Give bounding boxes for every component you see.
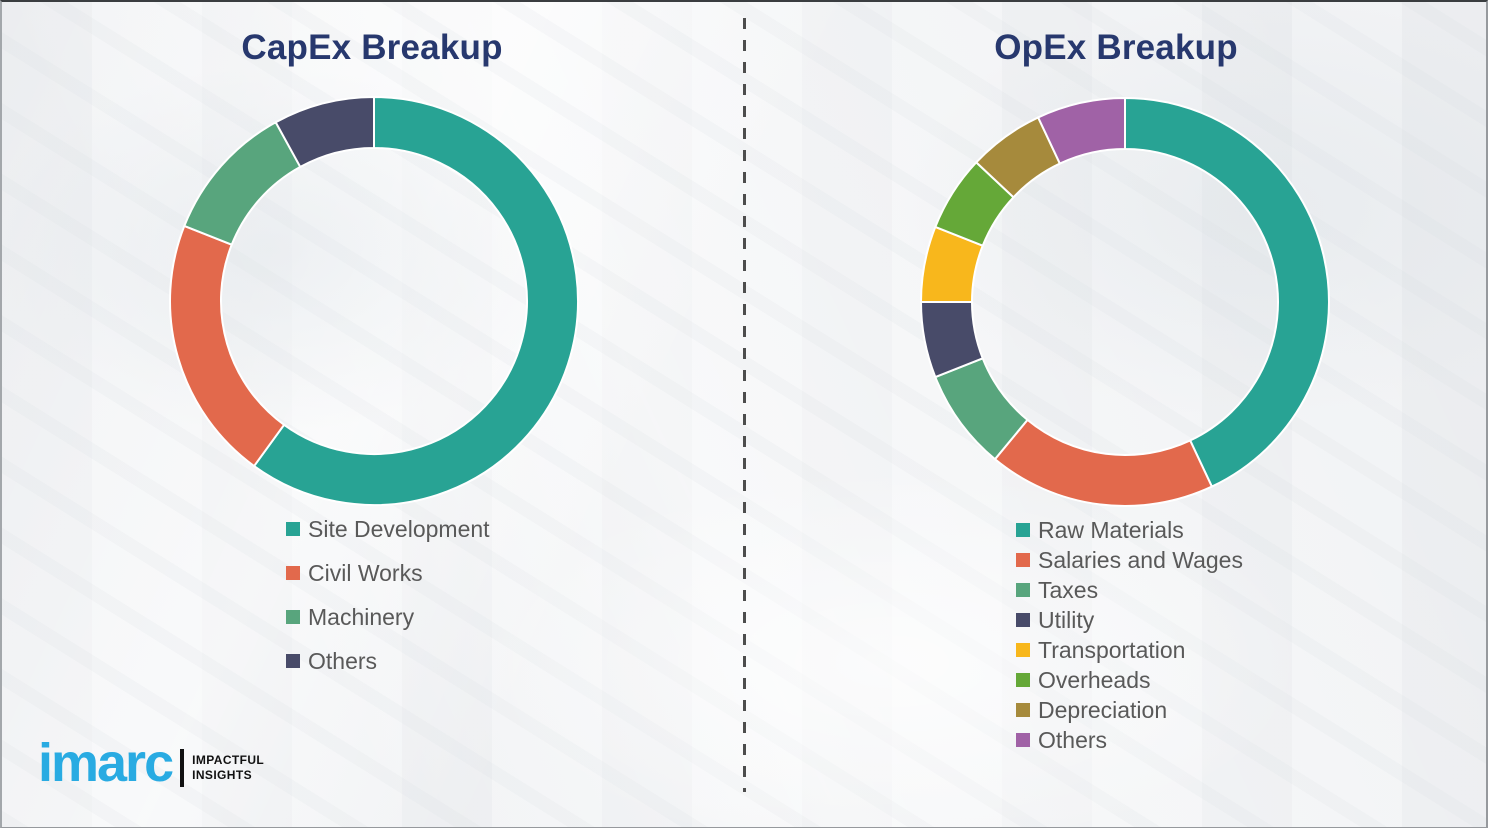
logo-divider xyxy=(180,749,185,787)
capex-donut-chart xyxy=(169,96,579,506)
legend-item-depreciation: Depreciation xyxy=(1016,695,1243,725)
legend-item-salaries-and-wages: Salaries and Wages xyxy=(1016,545,1243,575)
legend-label: Transportation xyxy=(1038,636,1186,663)
legend-label: Depreciation xyxy=(1038,696,1168,723)
legend-label: Machinery xyxy=(308,603,415,630)
legend-item-taxes: Taxes xyxy=(1016,575,1243,605)
capex-legend: Site Development Civil Works Machinery Othe… xyxy=(286,507,490,683)
legend-label: Utility xyxy=(1038,606,1095,633)
legend-swatch-icon xyxy=(286,522,300,536)
logo-tagline: IMPACTFUL INSIGHTS xyxy=(192,753,264,783)
legend-label: Taxes xyxy=(1038,576,1099,603)
imarc-logo-wordmark: imarc xyxy=(38,733,174,793)
donut-segment-site-development xyxy=(253,96,579,506)
panel-divider-dashed-line xyxy=(743,18,746,792)
legend-item-machinery: Machinery xyxy=(286,595,490,639)
opex-chart-title: OpEx Breakup xyxy=(994,28,1238,67)
legend-item-others: Others xyxy=(1016,725,1243,755)
legend-item-raw-materials: Raw Materials xyxy=(1016,515,1243,545)
legend-item-utility: Utility xyxy=(1016,605,1243,635)
legend-label: Civil Works xyxy=(308,559,423,586)
opex-legend: Raw Materials Salaries and Wages Taxes Util… xyxy=(1016,515,1243,755)
legend-label: Site Development xyxy=(308,515,490,542)
legend-swatch-icon xyxy=(286,654,300,668)
legend-label: Others xyxy=(308,647,378,674)
legend-swatch-icon xyxy=(1016,583,1030,597)
legend-label: Raw Materials xyxy=(1038,516,1184,543)
legend-label: Salaries and Wages xyxy=(1038,546,1243,573)
donut-segment-raw-materials xyxy=(1124,97,1330,488)
logo-tagline-line2: INSIGHTS xyxy=(192,768,252,782)
opex-donut-chart xyxy=(920,97,1330,507)
legend-swatch-icon xyxy=(1016,613,1030,627)
legend-item-transportation: Transportation xyxy=(1016,635,1243,665)
legend-item-site-development: Site Development xyxy=(286,507,490,551)
legend-swatch-icon xyxy=(1016,523,1030,537)
legend-swatch-icon xyxy=(1016,703,1030,717)
donut-segment-salaries-and-wages xyxy=(993,418,1213,507)
legend-swatch-icon xyxy=(1016,673,1030,687)
legend-swatch-icon xyxy=(286,610,300,624)
legend-swatch-icon xyxy=(1016,553,1030,567)
logo-tagline-line1: IMPACTFUL xyxy=(192,753,265,767)
capex-chart-title: CapEx Breakup xyxy=(241,28,503,67)
legend-swatch-icon xyxy=(286,566,300,580)
legend-swatch-icon xyxy=(1016,643,1030,657)
legend-label: Overheads xyxy=(1038,666,1151,693)
legend-item-overheads: Overheads xyxy=(1016,665,1243,695)
legend-item-others: Others xyxy=(286,639,490,683)
donut-segment-civil-works xyxy=(169,224,286,468)
legend-swatch-icon xyxy=(1016,733,1030,747)
legend-label: Others xyxy=(1038,726,1108,753)
donut-segment-others xyxy=(274,96,375,168)
imarc-logo: imarc IMPACTFUL INSIGHTS xyxy=(38,736,264,790)
donut-segment-others xyxy=(1037,97,1126,165)
donut-segment-machinery xyxy=(183,121,302,246)
legend-item-civil-works: Civil Works xyxy=(286,551,490,595)
